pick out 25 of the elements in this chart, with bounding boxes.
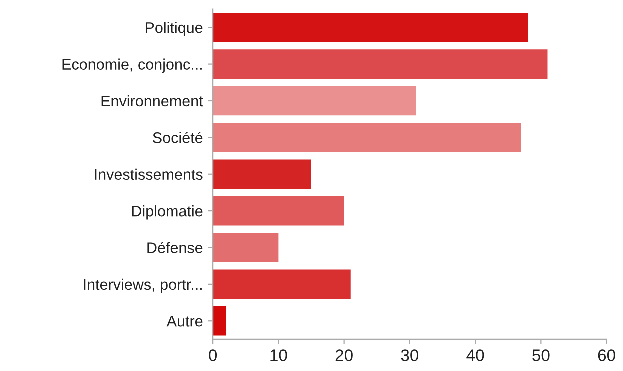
y-tick-label: Société [153, 132, 203, 144]
y-tick-label: Défense [148, 242, 203, 254]
x-tick-label: 10 [270, 350, 288, 362]
bar [213, 123, 522, 152]
x-tick-label: 30 [401, 350, 419, 362]
x-tick-label: 20 [336, 350, 353, 362]
bar [213, 196, 344, 226]
y-tick-label: Economie, conjonc... [62, 58, 202, 74]
y-tick-label: Environnement [102, 95, 204, 107]
y-tick-label: Interviews, portr... [84, 278, 202, 294]
y-tick-label: Autre [166, 316, 203, 327]
bar [213, 160, 312, 190]
bar [213, 270, 351, 300]
y-tick-label: Diplomatie [132, 206, 203, 220]
x-tick-label: 0 [209, 350, 218, 362]
x-tick-label: 40 [466, 350, 484, 362]
bar [213, 50, 548, 79]
bar [213, 12, 528, 42]
y-tick-label: Investissements [95, 168, 203, 180]
y-tick-label: Politique [146, 22, 203, 36]
bar [213, 86, 416, 116]
x-tick-label: 50 [532, 350, 550, 362]
x-tick-label: 60 [598, 350, 616, 362]
bar [213, 233, 279, 262]
bar [213, 306, 226, 336]
